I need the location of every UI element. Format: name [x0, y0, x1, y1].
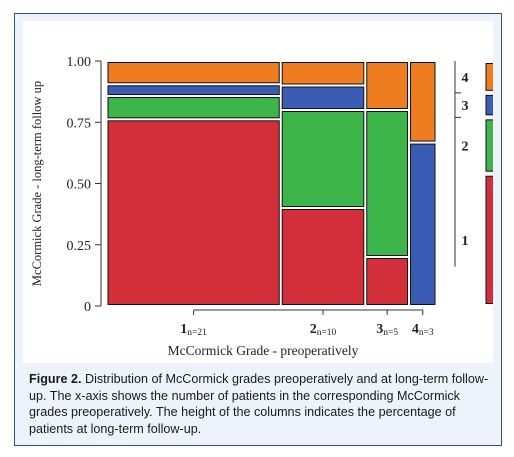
chart-panel: 0 0.25 0.50 0.75 1.00 McCormick Grade - long-…	[23, 21, 500, 363]
mosaic-cell	[281, 62, 365, 85]
x-tick-label: 2n=10	[310, 322, 337, 338]
mosaic-cell	[107, 62, 280, 84]
y-tick-label: 0	[84, 300, 91, 315]
category-label: 4	[462, 71, 469, 86]
y-tick-label: 1.00	[67, 55, 92, 70]
mosaic-cell	[366, 62, 409, 109]
marginal-bar-segment	[485, 175, 500, 304]
x-axis-label: McCormick Grade - preoperatively	[168, 343, 359, 358]
caption-text: Distribution of McCormick grades preoper…	[29, 372, 489, 436]
mosaic-cell	[281, 86, 365, 109]
mosaic-cell	[281, 209, 365, 305]
y-tick-label: 0.25	[67, 239, 92, 254]
mosaic-cell	[366, 111, 409, 256]
category-label: 2	[462, 140, 469, 155]
mosaic-cell	[410, 62, 436, 142]
mosaic-chart: 0 0.25 0.50 0.75 1.00 McCormick Grade - long-…	[30, 55, 500, 358]
x-tick-label: 1n=21	[180, 322, 207, 338]
marginal-bar-segment	[485, 119, 500, 172]
y-tick-label: 0.75	[67, 116, 92, 131]
marginal-bar-segment	[485, 63, 500, 91]
x-tick-label: 4n=3	[412, 322, 434, 338]
marginal-bar-segment	[485, 94, 500, 116]
category-label: 3	[462, 99, 469, 114]
mosaic-cell	[410, 143, 436, 305]
category-label: 1	[462, 234, 469, 249]
mosaic-cell	[107, 97, 280, 119]
figure-frame: 0 0.25 0.50 0.75 1.00 McCormick Grade - long-…	[14, 13, 502, 446]
caption-lead: Figure 2.	[29, 372, 82, 386]
mosaic-cell	[366, 258, 409, 305]
mosaic-cell	[281, 111, 365, 207]
y-axis-label: McCormick Grade - long-term follow up	[30, 81, 44, 286]
mosaic-cell	[107, 85, 280, 96]
mosaic-cell	[107, 120, 280, 305]
x-tick-label: 3n=5	[376, 322, 398, 338]
y-tick-label: 0.50	[67, 178, 92, 193]
figure-caption: Figure 2. Distribution of McCormick grad…	[29, 371, 489, 437]
